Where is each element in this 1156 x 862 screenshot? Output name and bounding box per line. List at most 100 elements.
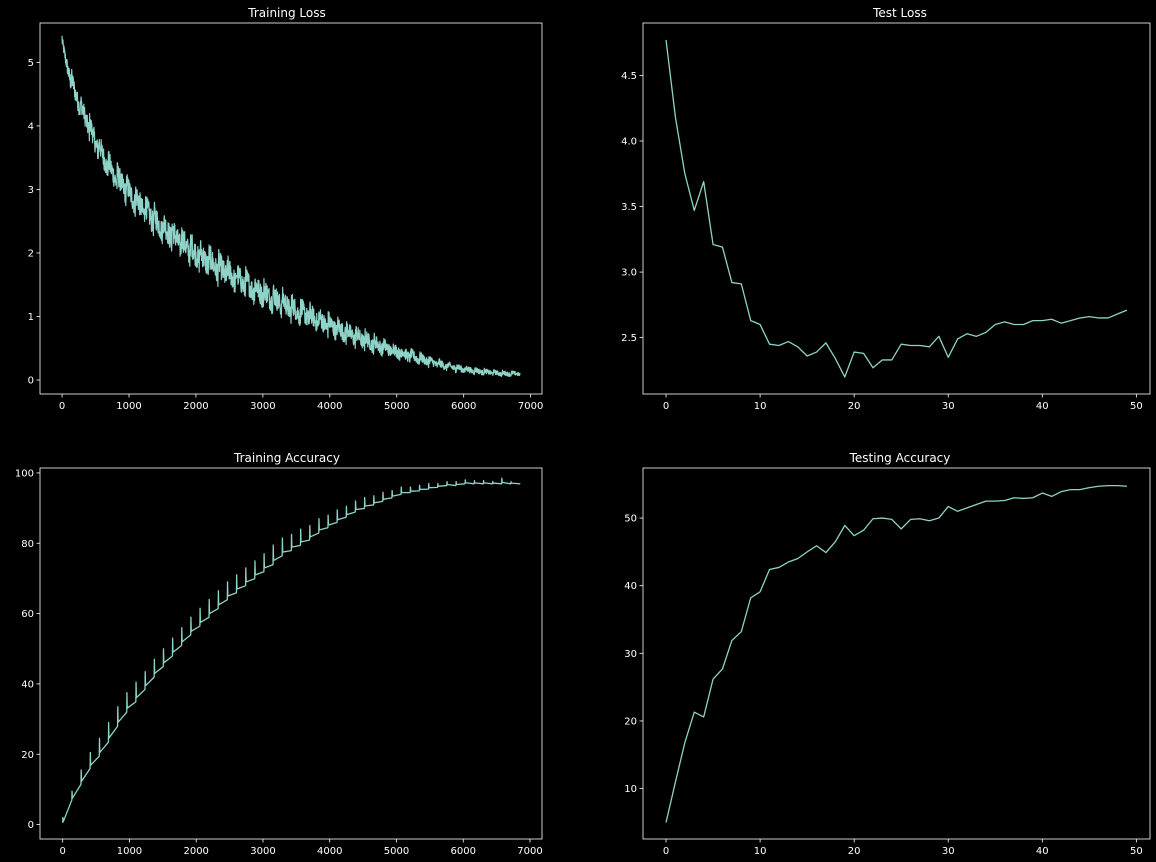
data-point <box>901 528 902 529</box>
y-tick-label: 2.5 <box>621 333 637 344</box>
data-point <box>891 359 892 360</box>
y-tick-label: 20 <box>624 716 637 727</box>
data-point <box>1117 313 1118 314</box>
data-point <box>1013 497 1014 498</box>
data-point <box>1042 320 1043 321</box>
data-point <box>835 541 836 542</box>
axes-frame <box>39 467 543 840</box>
series-line <box>665 39 1128 378</box>
x-tick-label: 50 <box>1130 846 1143 857</box>
x-tick-label: 6000 <box>451 846 476 857</box>
data-point <box>694 712 695 713</box>
data-point <box>1098 486 1099 487</box>
data-point <box>788 341 789 342</box>
y-tick-label: 2 <box>28 248 34 259</box>
data-point <box>760 591 761 592</box>
data-point <box>948 506 949 507</box>
y-tick-label: 3 <box>28 185 34 196</box>
subplot-title: Training Accuracy <box>233 451 340 465</box>
data-point <box>1023 324 1024 325</box>
x-tick-label: 20 <box>848 846 861 857</box>
data-point <box>957 338 958 339</box>
data-point <box>1079 317 1080 318</box>
y-tick-label: 20 <box>21 750 34 761</box>
data-point <box>1051 319 1052 320</box>
data-point <box>1042 492 1043 493</box>
data-point <box>1089 316 1090 317</box>
data-point <box>872 367 873 368</box>
data-point <box>863 530 864 531</box>
data-point <box>769 569 770 570</box>
data-point <box>1004 500 1005 501</box>
data-point <box>1013 324 1014 325</box>
y-tick-label: 3.5 <box>621 202 637 213</box>
data-point <box>872 518 873 519</box>
data-point <box>948 357 949 358</box>
subplot-training-accuracy: Training Accuracy 0 1000 2000 3000 4000 5000 6… <box>15 451 543 857</box>
series-line <box>665 484 1127 823</box>
x-tick-label: 1000 <box>117 846 142 857</box>
y-tick-label: 0 <box>28 820 34 831</box>
data-point <box>844 376 845 377</box>
x-tick-label: 3000 <box>250 401 275 412</box>
subplot-title: Training Loss <box>247 6 325 20</box>
y-tick-label: 0 <box>28 376 34 387</box>
data-point <box>976 504 977 505</box>
data-point <box>882 359 883 360</box>
y-tick-label: 4 <box>28 121 34 132</box>
data-point <box>778 345 779 346</box>
data-point <box>1117 485 1118 486</box>
data-point <box>750 597 751 598</box>
x-tick-label: 0 <box>59 401 65 412</box>
data-point <box>797 558 798 559</box>
data-point <box>1070 489 1071 490</box>
data-point <box>938 517 939 518</box>
data-point <box>919 345 920 346</box>
x-tick-label: 1000 <box>116 401 141 412</box>
data-point <box>910 345 911 346</box>
data-point <box>910 519 911 520</box>
x-tick-label: 4000 <box>317 846 342 857</box>
y-tick-label: 5 <box>28 58 34 69</box>
data-point <box>1032 497 1033 498</box>
data-point <box>901 344 902 345</box>
x-tick-label: 0 <box>60 846 66 857</box>
x-tick-label: 6000 <box>451 401 476 412</box>
x-tick-label: 20 <box>848 401 861 412</box>
x-tick-label: 7000 <box>517 846 542 857</box>
x-tick-label: 7000 <box>518 401 543 412</box>
axes-frame <box>642 22 1151 395</box>
data-point <box>788 561 789 562</box>
data-point <box>966 507 967 508</box>
axes-frame <box>39 22 543 395</box>
data-point <box>712 244 713 245</box>
data-point <box>750 320 751 321</box>
data-point <box>675 117 676 118</box>
x-tick-label: 4000 <box>317 401 342 412</box>
data-point <box>741 283 742 284</box>
x-tick-label: 50 <box>1130 401 1143 412</box>
data-point <box>1070 320 1071 321</box>
data-point <box>760 324 761 325</box>
data-point <box>665 822 666 823</box>
subplot-test-loss: Test Loss 0 10 20 30 40 50 2.5 3.0 3.5 4.0 4.5 <box>621 6 1151 412</box>
x-tick-label: 10 <box>754 846 767 857</box>
data-point <box>769 344 770 345</box>
y-tick-label: 40 <box>21 679 34 690</box>
y-tick-label: 4.5 <box>621 71 637 82</box>
data-point <box>957 511 958 512</box>
x-tick-label: 5000 <box>384 401 409 412</box>
data-point <box>1098 317 1099 318</box>
x-tick-label: 2000 <box>183 401 208 412</box>
data-point <box>807 551 808 552</box>
x-tick-label: 0 <box>663 401 669 412</box>
x-tick-label: 5000 <box>384 846 409 857</box>
y-tick-label: 100 <box>15 468 34 479</box>
data-point <box>1023 498 1024 499</box>
data-point <box>703 716 704 717</box>
data-point <box>995 324 996 325</box>
data-point <box>985 332 986 333</box>
data-point <box>1004 321 1005 322</box>
data-point <box>712 678 713 679</box>
